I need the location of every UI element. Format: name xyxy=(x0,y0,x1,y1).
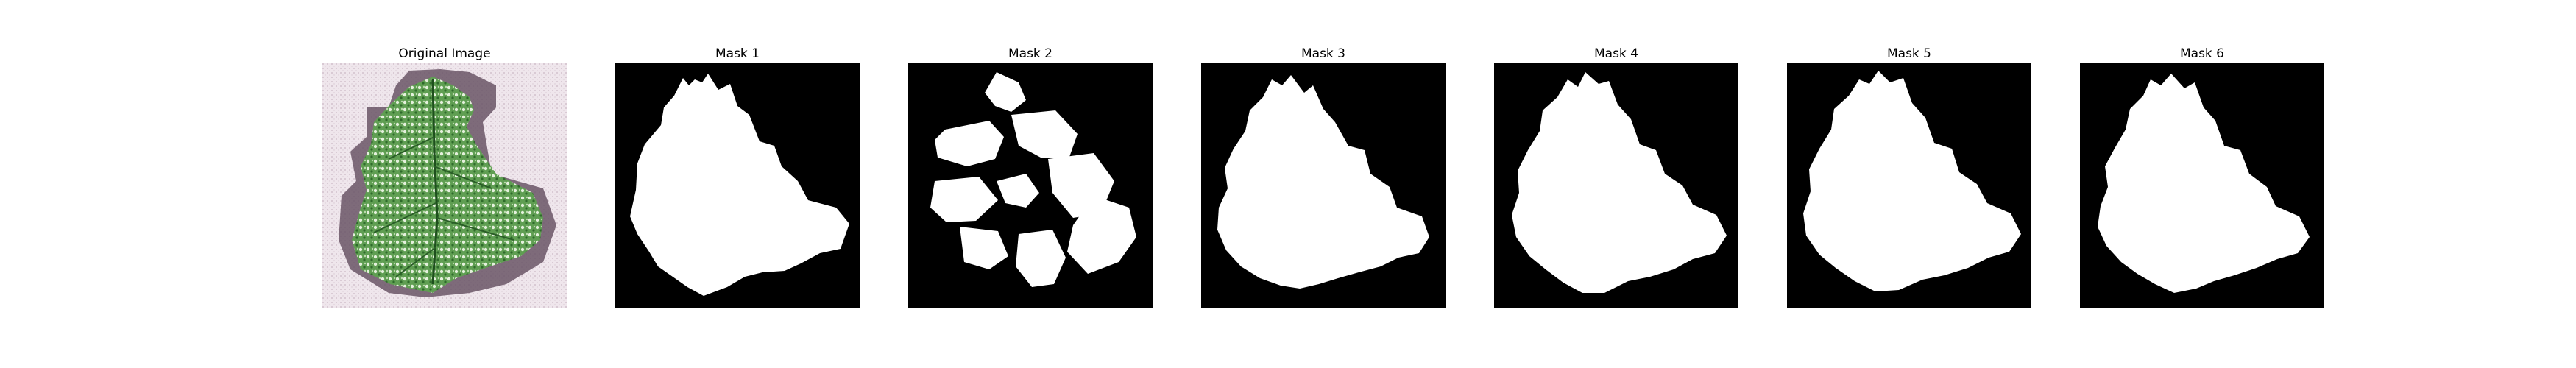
panel-title-mask-4: Mask 4 xyxy=(1593,46,1638,61)
mask-1-svg xyxy=(615,63,860,308)
mask-4-svg xyxy=(1494,63,1738,308)
mask-6-image xyxy=(2080,63,2324,308)
panel-mask-5: Mask 5 xyxy=(1787,44,2031,308)
mask-2-svg xyxy=(908,63,1153,308)
panel-mask-6: Mask 6 xyxy=(2080,44,2324,308)
leaf-veins xyxy=(373,136,514,277)
mask-5-image xyxy=(1787,63,2031,308)
panel-title-mask-6: Mask 6 xyxy=(2179,46,2224,61)
mask-6-svg xyxy=(2080,63,2324,308)
leaf-photo-svg xyxy=(322,63,567,308)
panel-title-mask-2: Mask 2 xyxy=(1008,46,1052,61)
mask-3-svg xyxy=(1201,63,1446,308)
mask-1-image xyxy=(615,63,860,308)
mask-4-image xyxy=(1494,63,1738,308)
mask-1-leaf-shape xyxy=(630,74,849,296)
panel-title-mask-1: Mask 1 xyxy=(715,46,760,61)
leaf-blade xyxy=(352,77,543,293)
panel-mask-3: Mask 3 xyxy=(1201,44,1446,308)
panel-title-original-image: Original Image xyxy=(398,46,491,61)
panel-mask-1: Mask 1 xyxy=(615,44,860,308)
mask-6-leaf-shape xyxy=(2098,74,2310,293)
mask-4-leaf-shape xyxy=(1512,72,1727,293)
panel-title-mask-5: Mask 5 xyxy=(1886,46,1931,61)
mask-2-fragments xyxy=(930,72,1136,287)
mask-5-svg xyxy=(1787,63,2031,308)
mask-3-leaf-shape xyxy=(1217,75,1429,289)
mask-3-image xyxy=(1201,63,1446,308)
panel-mask-2: Mask 2 xyxy=(908,44,1153,308)
panel-title-mask-3: Mask 3 xyxy=(1301,46,1345,61)
mask-2-image xyxy=(908,63,1153,308)
original-leaf-photo xyxy=(322,63,567,308)
leaf-midrib xyxy=(431,79,439,285)
panel-mask-4: Mask 4 xyxy=(1494,44,1738,308)
panel-original-image: Original Image xyxy=(322,44,567,308)
mask-5-leaf-shape xyxy=(1803,71,2021,291)
